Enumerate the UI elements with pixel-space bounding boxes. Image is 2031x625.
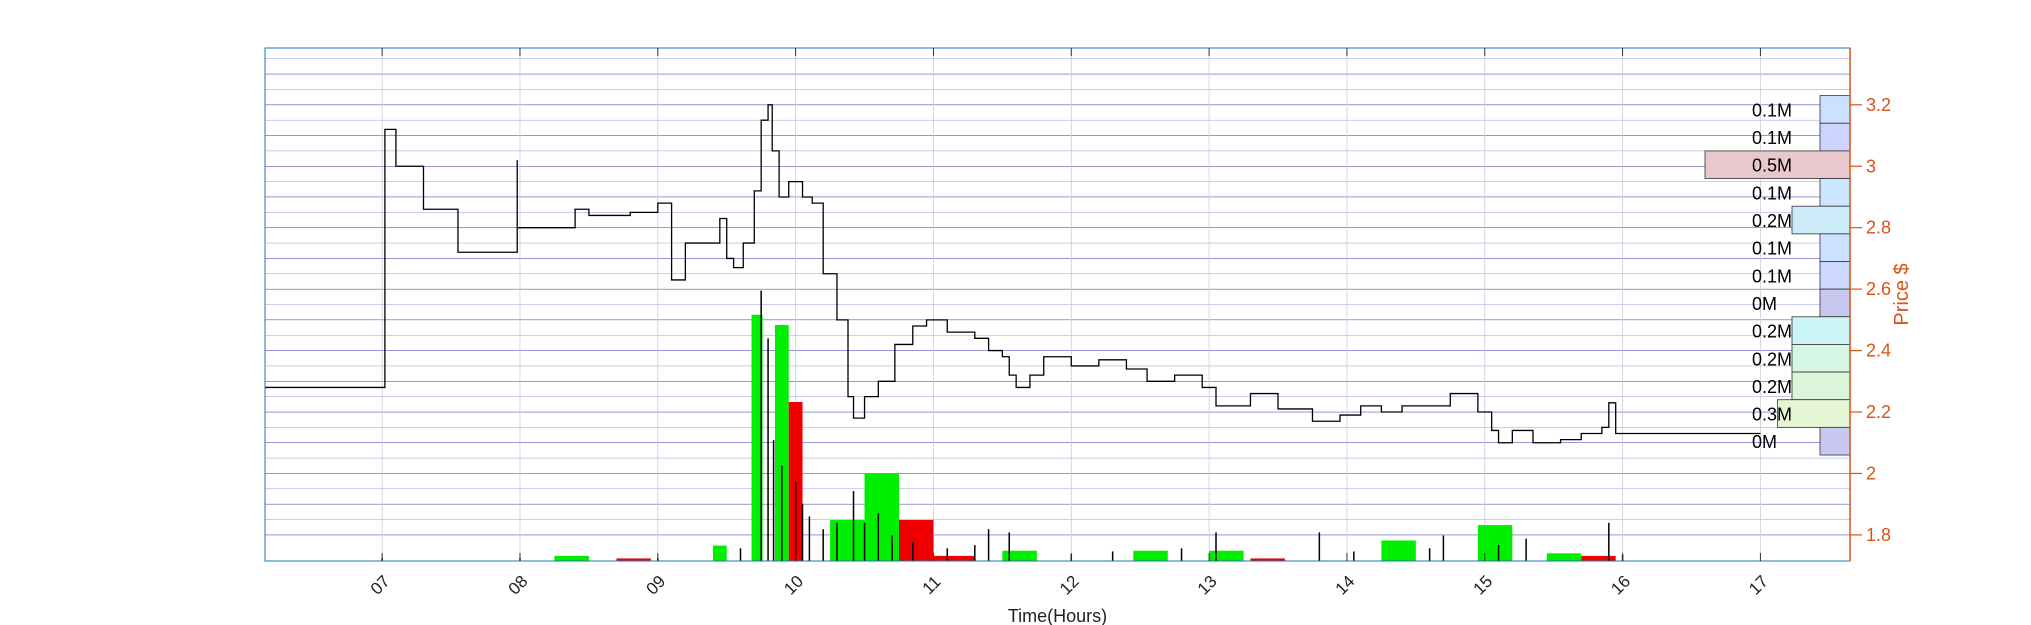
x-tick-label: 16 — [1607, 572, 1634, 599]
grid-lines — [265, 48, 1850, 561]
volume-profile: 0.1M 0.1M 0.5M 0.1M 0.2M 0.1M 0.1M 0M 0.2M 0.2M 0.… — [1704, 95, 1851, 456]
volume-profile-bar — [1819, 95, 1851, 124]
volume-bar — [1133, 550, 1168, 561]
volume-profile-label: 0.5M — [1752, 156, 1792, 176]
volume-bar — [1477, 525, 1513, 561]
volume-bar — [1581, 555, 1616, 561]
volume-profile-label: 0.2M — [1752, 349, 1792, 369]
volume-profile-bar — [1819, 426, 1851, 456]
volume-profile-label: 0.1M — [1752, 100, 1792, 120]
volume-bars — [554, 314, 1616, 561]
y-tick-label: 2.2 — [1866, 402, 1891, 422]
volume-ticks — [381, 290, 1624, 561]
x-tick-label: 13 — [1194, 572, 1221, 599]
x-tick-label: 11 — [919, 572, 945, 598]
volume-bar — [751, 314, 763, 561]
x-axis-label: Time(Hours) — [1008, 606, 1107, 625]
volume-bar — [864, 473, 899, 561]
x-tick-label: 15 — [1469, 572, 1496, 599]
x-tick-label: 12 — [1056, 572, 1083, 599]
volume-bar — [554, 555, 589, 561]
volume-profile-bar — [1704, 150, 1851, 179]
volume-profile-label: 0.2M — [1752, 322, 1792, 342]
volume-profile-bar — [1819, 261, 1851, 290]
volume-profile-bar — [1819, 122, 1851, 152]
y-tick-label: 2 — [1866, 463, 1876, 483]
volume-profile-label: 0M — [1752, 294, 1777, 314]
volume-bar — [1209, 550, 1244, 561]
volume-profile-bar — [1791, 371, 1851, 401]
volume-bar — [774, 325, 789, 561]
volume-profile-bar — [1791, 316, 1851, 345]
x-axis-ticks: 07 08 09 10 11 12 13 14 15 16 17 — [367, 48, 1772, 599]
x-tick-label: 09 — [643, 572, 670, 599]
volume-profile-label: 0.3M — [1752, 405, 1792, 425]
volume-bar — [830, 519, 865, 561]
x-tick-label: 17 — [1745, 572, 1772, 599]
y-tick-label: 1.8 — [1866, 525, 1891, 545]
volume-bar — [933, 555, 975, 561]
volume-bar — [899, 519, 934, 561]
x-tick-label: 08 — [505, 572, 532, 599]
x-tick-label: 14 — [1332, 572, 1359, 599]
volume-profile-bar — [1777, 399, 1851, 428]
x-tick-label: 10 — [780, 572, 807, 599]
y-tick-label: 3.2 — [1866, 95, 1891, 115]
y-tick-label: 2.8 — [1866, 218, 1891, 238]
y-tick-label: 3 — [1866, 156, 1876, 176]
volume-profile-bar — [1819, 233, 1851, 262]
volume-profile-label: 0M — [1752, 432, 1777, 452]
volume-profile-label: 0.1M — [1752, 183, 1792, 203]
volume-bar — [712, 545, 727, 561]
volume-profile-bar — [1819, 288, 1851, 318]
volume-bar — [1250, 558, 1285, 561]
volume-bar — [616, 558, 651, 561]
volume-profile-bar — [1791, 344, 1851, 373]
volume-bar — [1381, 540, 1416, 561]
volume-profile-label: 0.1M — [1752, 128, 1792, 148]
volume-profile-label: 0.1M — [1752, 266, 1792, 286]
volume-profile-label: 0.2M — [1752, 377, 1792, 397]
y-axis-ticks: 1.8 2 2.2 2.4 2.6 2.8 3 3.2 — [1850, 95, 1891, 545]
volume-profile-bar — [1791, 205, 1851, 235]
volume-profile-bar — [1819, 178, 1851, 207]
x-tick-label: 07 — [367, 572, 394, 599]
volume-bar — [1002, 550, 1037, 561]
volume-profile-label: 0.2M — [1752, 211, 1792, 231]
y-tick-label: 2.4 — [1866, 341, 1891, 361]
volume-bar — [1546, 553, 1582, 561]
y-tick-label: 2.6 — [1866, 279, 1891, 299]
volume-profile-label: 0.1M — [1752, 239, 1792, 259]
price-series — [265, 104, 1761, 444]
y-axis-label: Price $ — [1891, 263, 1913, 325]
price-line — [265, 104, 1761, 444]
